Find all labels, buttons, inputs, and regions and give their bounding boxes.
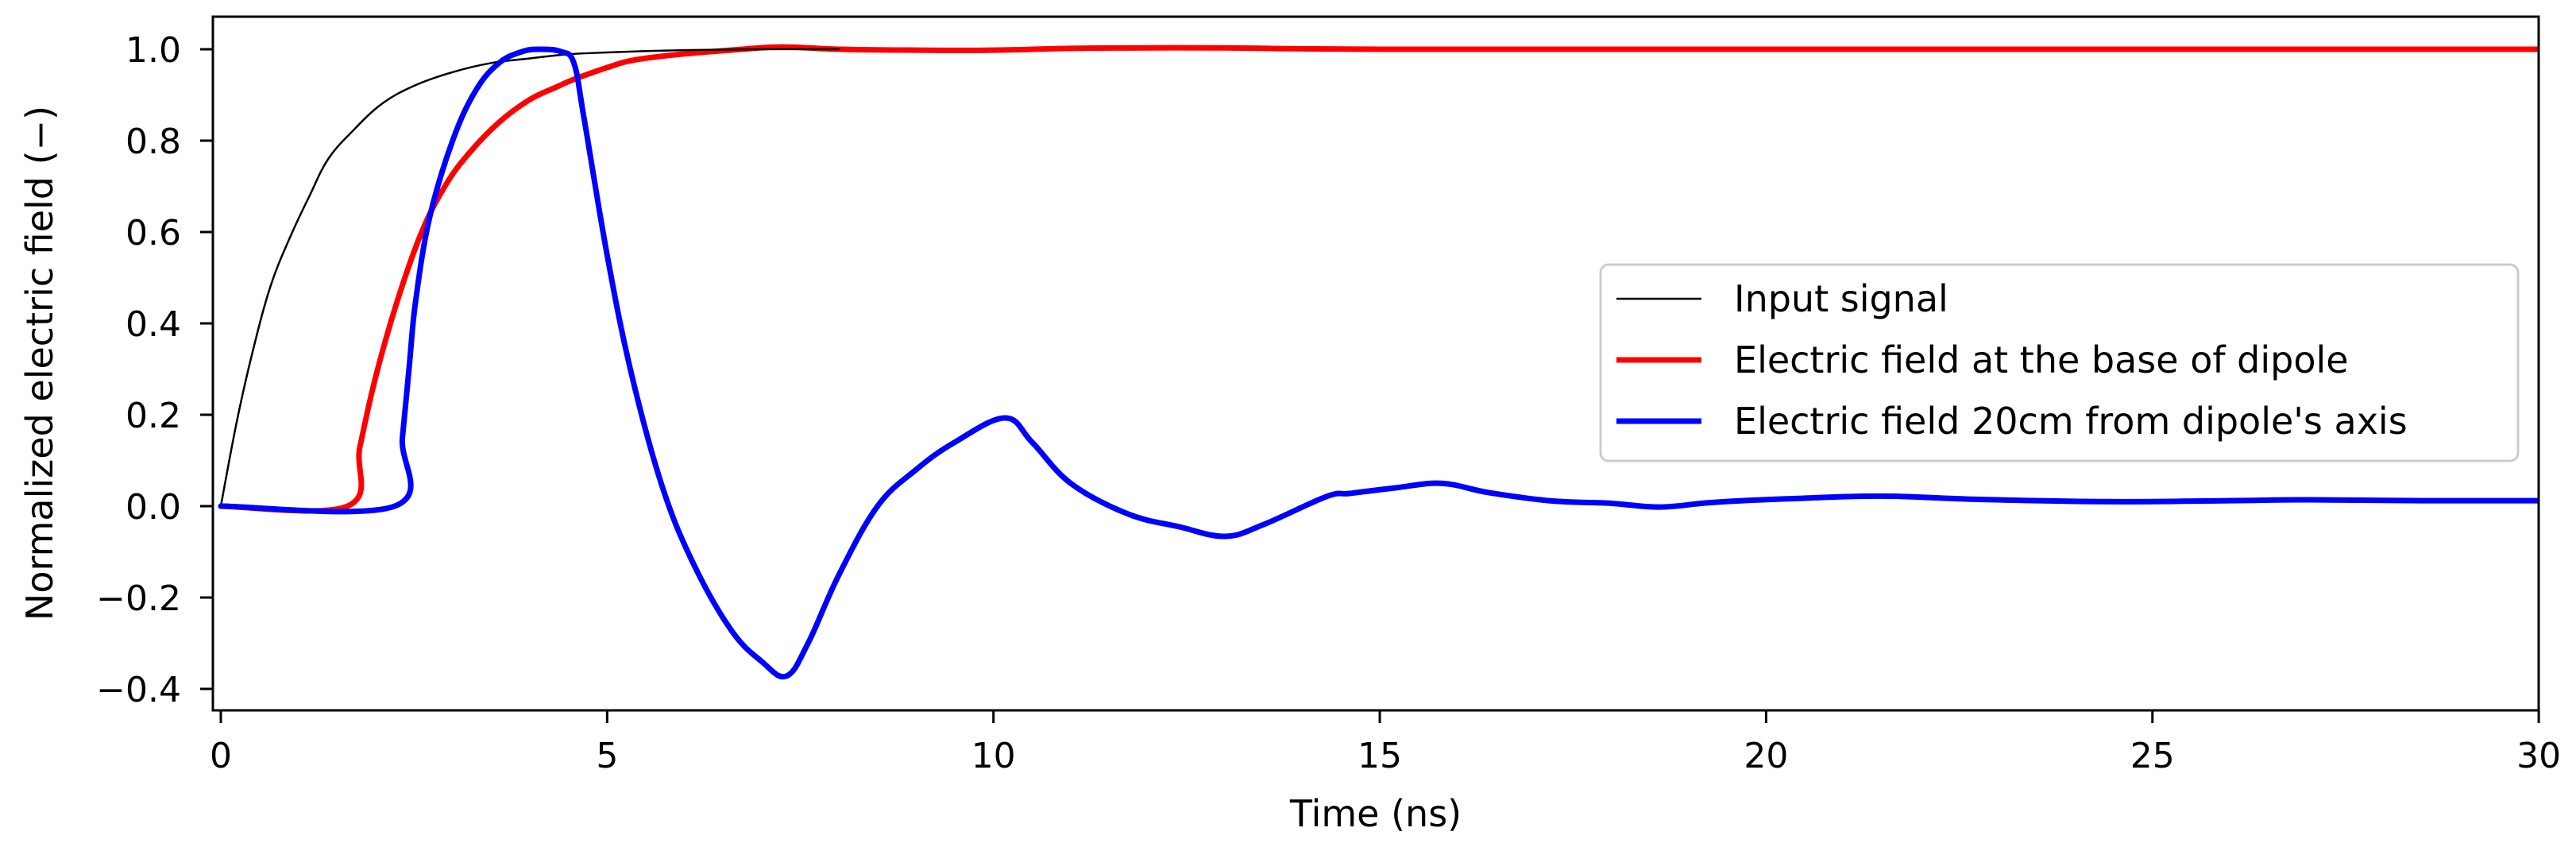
y-tick-label: 1.0	[126, 30, 181, 71]
y-tick-label: 0.4	[126, 304, 181, 345]
y-tick-label: 0.0	[126, 487, 181, 528]
x-tick-label: 30	[2516, 736, 2561, 776]
legend-item-base-of-dipole: Electric field at the base of dipole	[1616, 338, 2349, 381]
y-tick-label: 0.2	[126, 396, 181, 436]
y-axis: 1.0 0.8 0.6 0.4 0.2 0.0 −0.2 −0.4	[96, 30, 213, 710]
y-tick-label: −0.4	[96, 670, 181, 710]
x-tick-label: 10	[971, 736, 1016, 776]
x-tick-label: 0	[210, 736, 232, 776]
legend-item-20cm-from-axis: Electric field 20cm from dipole's axis	[1616, 400, 2408, 443]
legend-label: Electric field 20cm from dipole's axis	[1734, 400, 2408, 443]
x-tick-label: 25	[2130, 736, 2175, 776]
x-tick-label: 5	[596, 736, 618, 776]
legend-label: Electric field at the base of dipole	[1734, 338, 2349, 381]
y-tick-label: 0.8	[126, 122, 181, 162]
x-tick-label: 15	[1358, 736, 1402, 776]
legend-label: Input signal	[1734, 277, 1948, 320]
plot-frame	[211, 15, 2540, 712]
plot-area	[218, 44, 2539, 680]
x-tick-label: 20	[1744, 736, 1788, 776]
y-tick-label: −0.2	[96, 578, 181, 619]
series-line-0	[219, 48, 840, 508]
series-line-2	[218, 46, 2539, 680]
series-layer	[218, 44, 2539, 680]
legend-item-input-signal: Input signal	[1616, 277, 1948, 320]
legend: Input signal Electric field at the base …	[1599, 263, 2520, 462]
legend-box	[1599, 263, 2520, 462]
x-axis: 0 5 10 15 20 25 30	[210, 710, 2561, 776]
y-tick-label: 0.6	[126, 213, 181, 253]
y-axis-label: Normalized electric field (−)	[18, 106, 61, 621]
x-axis-label: Time (ns)	[1289, 792, 1462, 835]
